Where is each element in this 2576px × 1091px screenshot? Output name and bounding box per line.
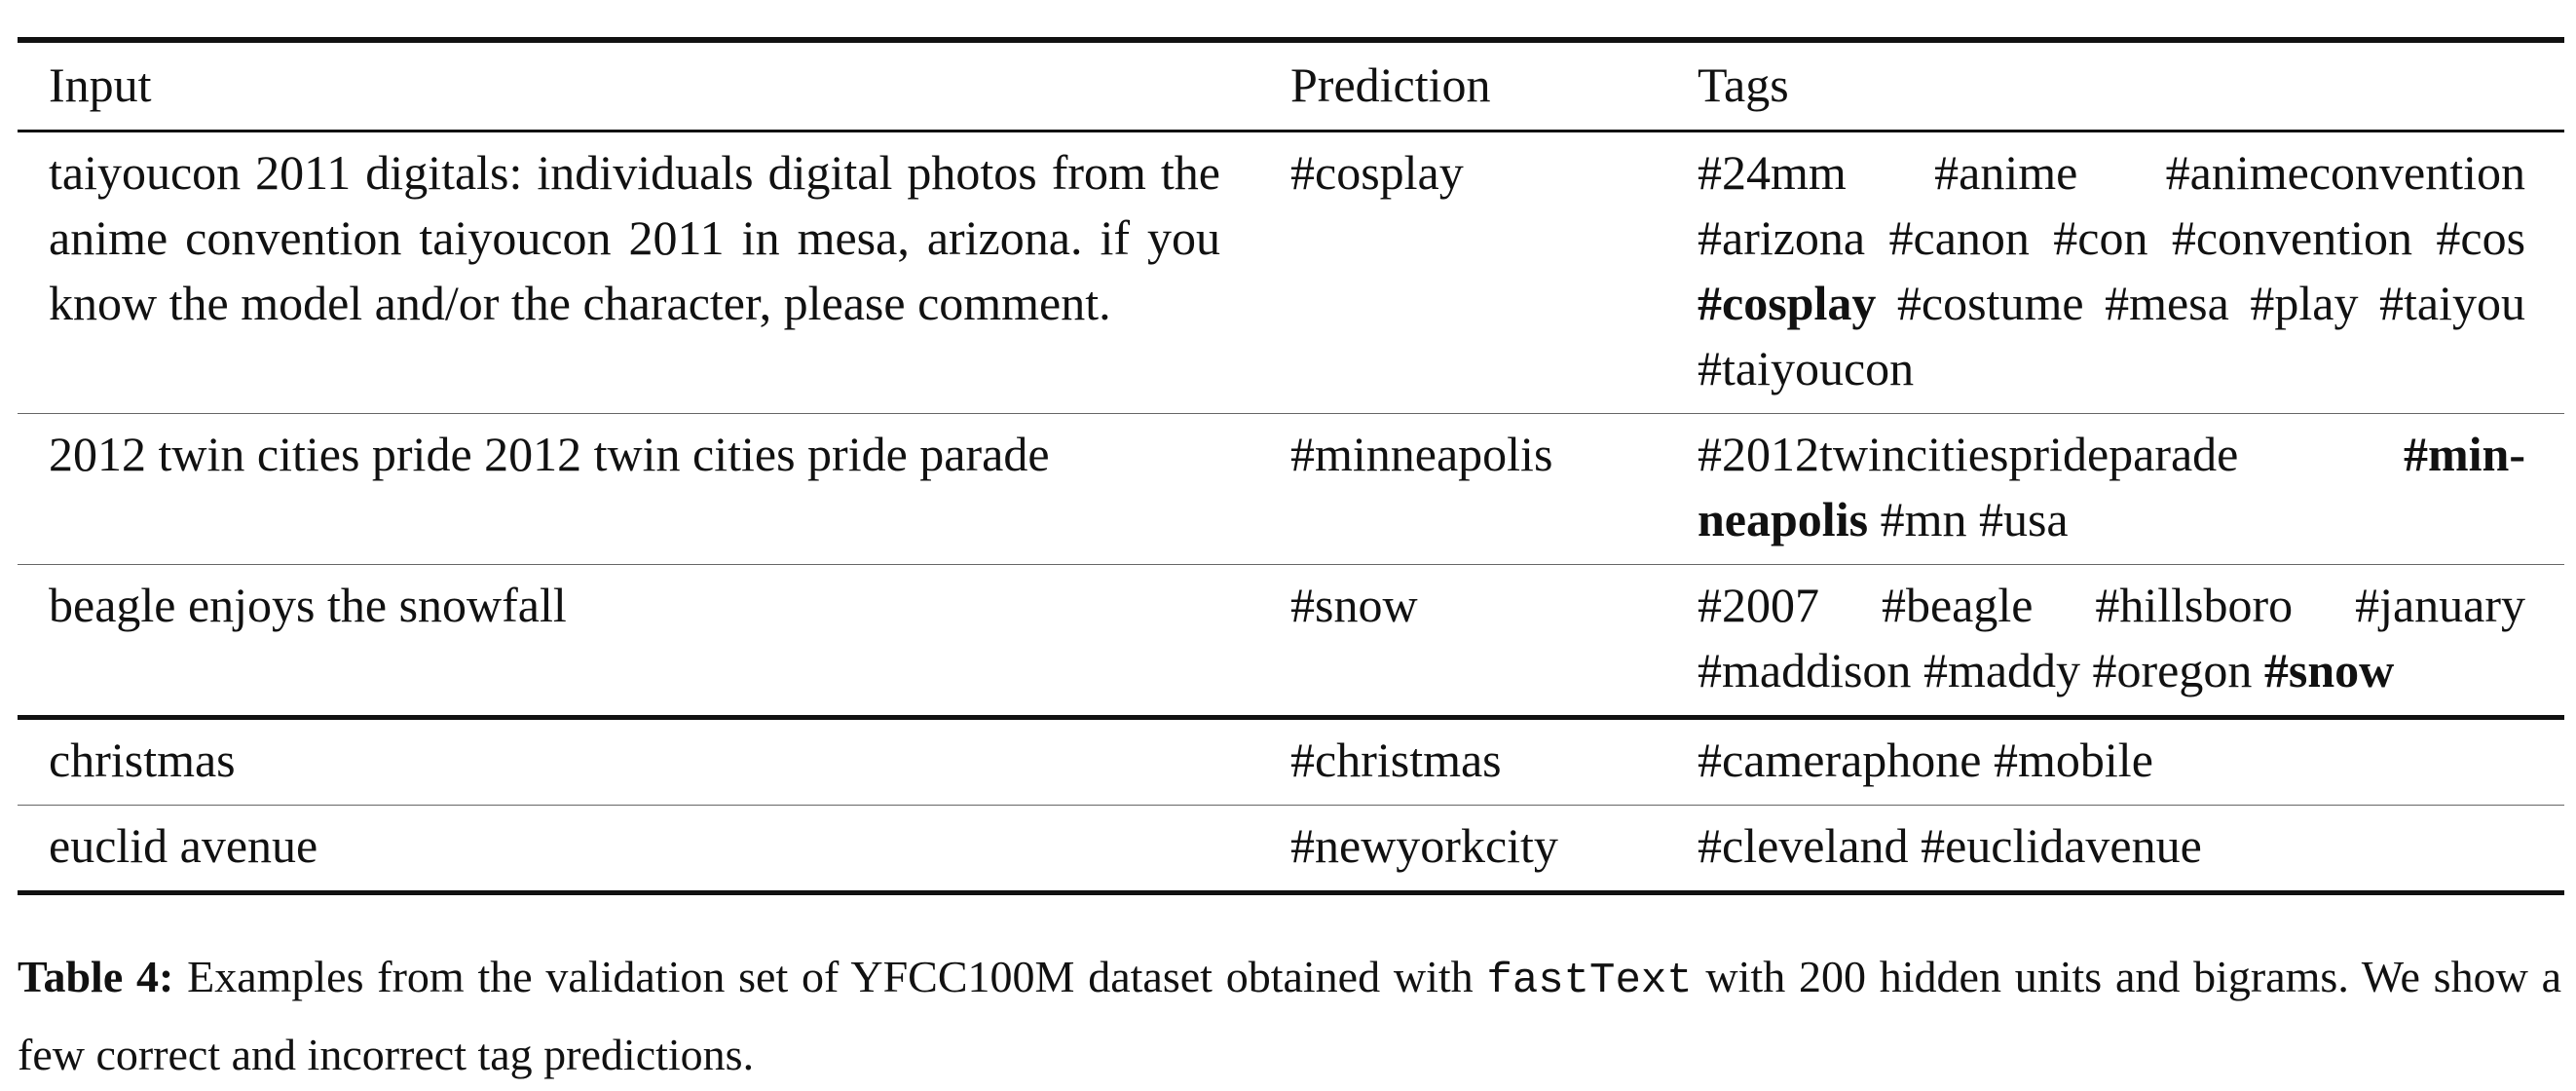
table-row: christmas #christmas #cameraphone #mobil…	[18, 717, 2564, 806]
row-input: beagle enjoys the snowfall	[18, 564, 1259, 720]
row-prediction: #newyorkcity	[1259, 805, 1698, 895]
table-row: taiyoucon 2011 digitals: individuals dig…	[18, 131, 2564, 414]
table-row: euclid avenue #newyorkcity #cleveland #e…	[18, 805, 2564, 895]
tag: #usa	[1978, 492, 2069, 546]
tag: #play	[2250, 276, 2359, 330]
tag: #2012twincitiesprideparade	[1698, 427, 2239, 481]
row-tags: #2012twincitiesprideparade #min­neapolis…	[1698, 413, 2564, 565]
tag: #arizona	[1698, 210, 1866, 265]
caption-text-before: Examples from the validation set of YFCC…	[173, 952, 1487, 1001]
table-row: beagle enjoys the snowfall #snow #2007 #…	[18, 564, 2564, 720]
header-prediction: Prediction	[1259, 40, 1698, 132]
row-tags: #2007 #beagle #hillsboro #january #maddi…	[1698, 564, 2564, 720]
tag: #oregon	[2092, 643, 2253, 697]
tag-correct: #cosplay	[1698, 276, 1877, 330]
row-prediction: #minneapolis	[1259, 413, 1698, 565]
table-caption: Table 4: Examples from the validation se…	[18, 940, 2561, 1091]
tag: #convention	[2171, 210, 2413, 265]
tag: #taiyou	[2379, 276, 2525, 330]
caption-code: fastText	[1486, 957, 1693, 1005]
caption-text-after: with 200 hidden units and bigrams. We sh…	[18, 952, 2561, 1079]
tag: #cleveland	[1698, 818, 1909, 873]
table-row: 2012 twin cities pride 2012 twin cities …	[18, 413, 2564, 565]
caption-label: Table 4:	[18, 952, 174, 1001]
tag: #maddy	[1923, 643, 2081, 697]
row-prediction: #cosplay	[1259, 131, 1698, 414]
tag: #cos	[2436, 210, 2526, 265]
tag: #animeconvention	[2165, 145, 2525, 200]
tag: #anime	[1934, 145, 2078, 200]
row-input: 2012 twin cities pride 2012 twin cities …	[18, 413, 1259, 565]
tag: #canon	[1888, 210, 2030, 265]
tag: #hillsboro	[2095, 578, 2294, 632]
tag: #january	[2355, 578, 2526, 632]
tag: #cameraphone	[1698, 733, 1982, 787]
tag: #mesa	[2105, 276, 2229, 330]
results-table-container: Input Prediction Tags taiyoucon 2011 dig…	[18, 37, 2564, 895]
tag: #mn	[1880, 492, 1967, 546]
row-prediction: #christmas	[1259, 717, 1698, 806]
tag: #euclidavenue	[1921, 818, 2202, 873]
tag-correct: #min­neapolis	[1698, 427, 2525, 546]
tag: #2007	[1698, 578, 1819, 632]
row-tags: #cameraphone #mobile	[1698, 717, 2564, 806]
header-input: Input	[18, 40, 1259, 132]
examples-table: Input Prediction Tags taiyoucon 2011 dig…	[18, 37, 2564, 895]
tag: #costume	[1896, 276, 2084, 330]
tag: #taiyoucon	[1698, 341, 1915, 395]
tag: #maddison	[1698, 643, 1912, 697]
tag-correct: #snow	[2263, 643, 2395, 697]
table-header-row: Input Prediction Tags	[18, 40, 2564, 132]
row-tags: #24mm #anime #animeconvention #arizona #…	[1698, 131, 2564, 414]
row-input: euclid avenue	[18, 805, 1259, 895]
row-prediction: #snow	[1259, 564, 1698, 720]
tag: #24mm	[1698, 145, 1847, 200]
tag: #beagle	[1881, 578, 2034, 632]
tag: #con	[2053, 210, 2148, 265]
row-input: christmas	[18, 717, 1259, 806]
row-input: taiyoucon 2011 digitals: individuals dig…	[18, 131, 1259, 414]
header-tags: Tags	[1698, 40, 2564, 132]
row-tags: #cleveland #euclidavenue	[1698, 805, 2564, 895]
tag: #mobile	[1994, 733, 2153, 787]
